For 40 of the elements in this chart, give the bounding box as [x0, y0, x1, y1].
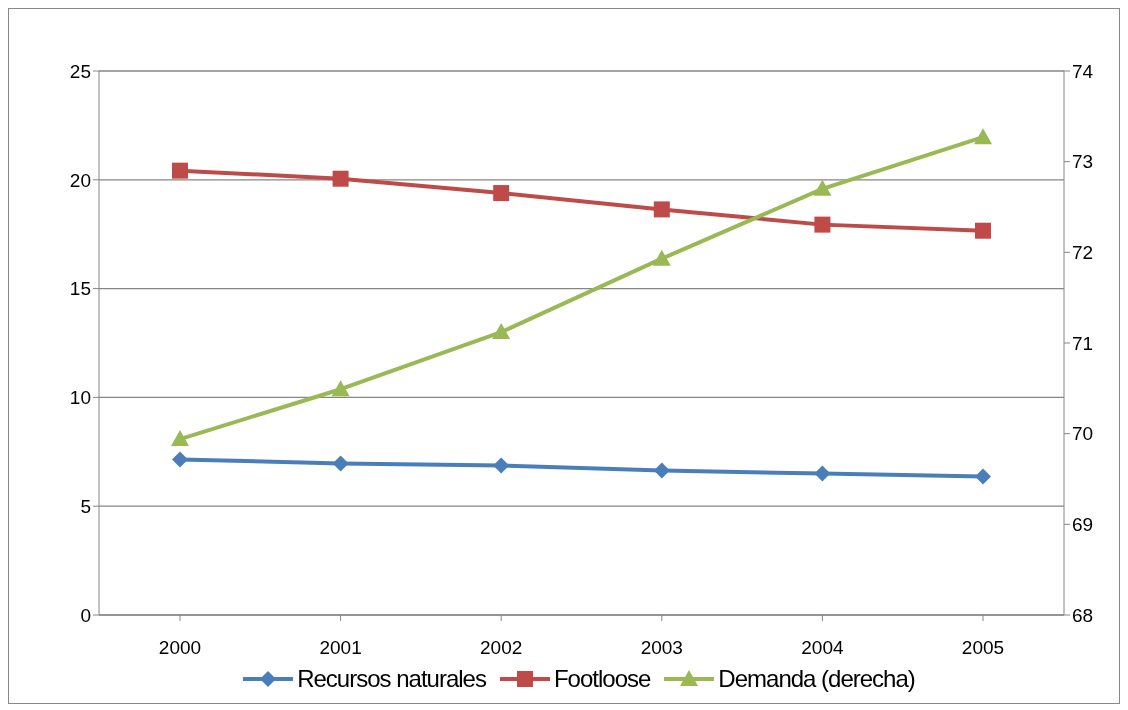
- x-tick-label: 2005: [961, 637, 1005, 659]
- point: [332, 455, 349, 472]
- y-tick-label: 15: [69, 278, 91, 300]
- y-tick-label: 20: [69, 169, 91, 191]
- x-tick-label: 2004: [801, 637, 844, 659]
- point: [492, 323, 511, 340]
- point: [172, 451, 188, 468]
- y2-tick-label: 71: [1072, 332, 1094, 354]
- y-tick-label: 10: [69, 387, 91, 409]
- point: [332, 170, 349, 187]
- y2-tick-label: 73: [1072, 151, 1094, 173]
- y2-tick-label: 68: [1072, 604, 1094, 626]
- y-tick-label: 5: [80, 495, 91, 517]
- point: [493, 457, 510, 474]
- x-tick-label: 2001: [319, 637, 362, 659]
- legend-label: Footloose: [553, 665, 651, 693]
- y-tick-label: 25: [69, 60, 91, 82]
- x-tick-label: 2003: [640, 637, 683, 659]
- y2-tick-label: 74: [1072, 60, 1094, 82]
- point: [653, 201, 670, 218]
- legend-label: Recursos naturales: [297, 665, 486, 693]
- point: [813, 179, 832, 196]
- point: [974, 128, 992, 145]
- point: [172, 162, 188, 179]
- y2-tick-label: 69: [1072, 514, 1094, 536]
- point: [975, 468, 991, 485]
- point: [493, 185, 510, 202]
- y2-tick-label: 72: [1072, 242, 1094, 264]
- point: [814, 465, 831, 482]
- y2-tick-label: 70: [1072, 423, 1094, 445]
- point: [653, 462, 670, 479]
- point: [652, 249, 671, 266]
- x-tick-label: 2000: [158, 637, 202, 659]
- point: [331, 380, 350, 397]
- point: [171, 430, 189, 447]
- point: [814, 216, 831, 233]
- point: [975, 222, 991, 239]
- y-tick-label: 0: [80, 604, 91, 626]
- x-tick-label: 2002: [480, 637, 523, 659]
- legend-label: Demanda (derecha): [718, 665, 915, 693]
